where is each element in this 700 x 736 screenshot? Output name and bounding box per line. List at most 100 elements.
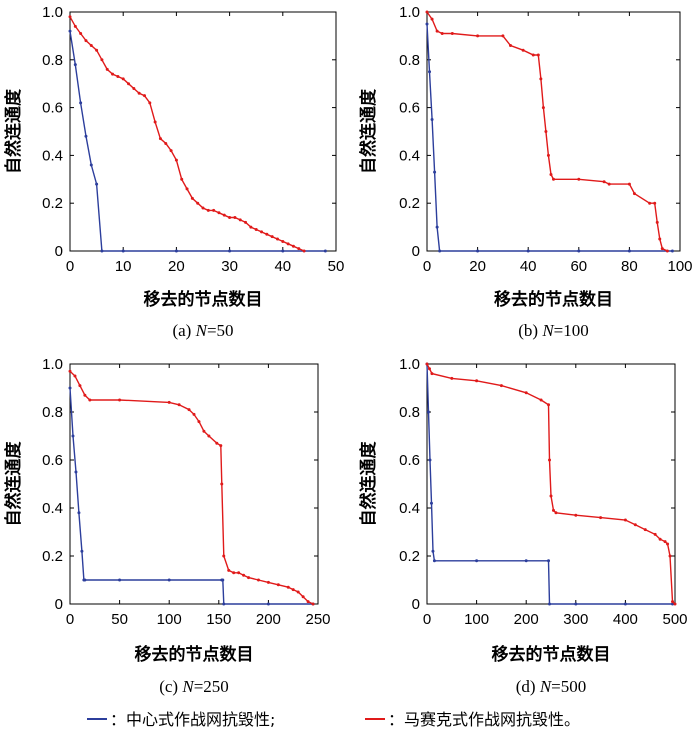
data-point-centralized <box>100 249 104 253</box>
y-tick-label: 0 <box>412 243 420 260</box>
data-point-mosaic <box>301 595 305 599</box>
data-point-mosaic <box>222 554 226 558</box>
data-point-mosaic <box>105 67 109 71</box>
x-tick-label: 60 <box>570 258 587 275</box>
data-point-mosaic <box>541 106 545 110</box>
panel-n-value: =100 <box>554 321 589 340</box>
series-line-centralized <box>426 363 673 605</box>
panel-n-value: =500 <box>551 677 586 696</box>
data-point-mosaic <box>574 513 578 517</box>
data-point-mosaic <box>201 206 205 210</box>
data-point-mosaic <box>153 120 157 124</box>
x-tick-label: 250 <box>305 611 330 628</box>
data-point-mosaic <box>127 82 131 86</box>
y-tick-label: 0.6 <box>42 452 63 469</box>
data-point-mosaic <box>212 208 216 212</box>
data-point-centralized <box>526 249 530 253</box>
panel-n-value: =250 <box>194 677 229 696</box>
series-line-mosaic <box>69 16 305 252</box>
x-tick-label: 50 <box>328 258 345 275</box>
data-point-mosaic <box>249 225 253 229</box>
data-point-centralized <box>281 249 285 253</box>
data-point-centralized <box>79 101 83 105</box>
data-point-centralized <box>476 249 480 253</box>
data-point-centralized <box>431 549 435 553</box>
data-point-mosaic <box>501 34 505 38</box>
data-point-mosaic <box>137 91 141 95</box>
data-point-mosaic <box>671 600 675 604</box>
data-point-mosaic <box>440 32 444 36</box>
data-point-centralized <box>428 458 432 462</box>
y-tick-label: 0 <box>412 596 420 613</box>
data-point-centralized <box>121 249 125 253</box>
data-point-mosaic <box>311 602 315 606</box>
data-point-mosaic <box>425 10 429 14</box>
panel-n-value: =50 <box>207 321 234 340</box>
panel-letter: (c) <box>159 677 178 696</box>
data-point-centralized <box>574 602 578 606</box>
y-tick-label: 0 <box>55 243 63 260</box>
data-point-mosaic <box>427 367 431 371</box>
data-point-mosaic <box>544 130 548 133</box>
data-point-mosaic <box>89 43 93 47</box>
data-point-mosaic <box>552 177 555 181</box>
data-point-mosaic <box>177 403 181 407</box>
data-point-mosaic <box>84 39 88 43</box>
x-tick-label: 20 <box>168 258 185 275</box>
data-point-mosaic <box>215 441 219 445</box>
panel-caption: (c) N=250 <box>159 677 229 696</box>
y-tick-label: 1.0 <box>42 356 63 373</box>
data-point-centralized <box>433 170 437 174</box>
y-tick-label: 0.8 <box>399 52 420 69</box>
x-tick-label: 400 <box>613 611 638 628</box>
chart-panel-4: 0 100 200 300 400 500 0 0.2 0.4 0.6 0.8 1.0 移去的节点数目 自… <box>358 356 688 696</box>
data-point-mosaic <box>549 173 553 177</box>
data-point-mosaic <box>430 372 434 376</box>
data-point-mosaic <box>668 554 672 558</box>
data-point-mosaic <box>666 542 670 546</box>
data-point-centralized <box>118 578 122 582</box>
data-point-mosaic <box>430 17 434 21</box>
data-point-mosaic <box>192 412 196 416</box>
data-point-mosaic <box>187 408 191 412</box>
data-point-centralized <box>71 434 75 438</box>
y-tick-label: 0.8 <box>42 404 63 421</box>
y-tick-label: 0.8 <box>42 52 63 69</box>
y-tick-label: 0.2 <box>399 195 420 212</box>
data-point-mosaic <box>270 235 274 239</box>
data-point-mosaic <box>68 15 72 19</box>
panel-caption: (a) N=50 <box>172 321 233 340</box>
data-point-mosaic <box>539 77 543 81</box>
x-tick-label: 0 <box>423 258 431 275</box>
data-point-mosaic <box>242 573 246 577</box>
data-point-mosaic <box>68 369 72 373</box>
data-point-mosaic <box>95 48 99 52</box>
x-tick-label: 100 <box>667 258 692 275</box>
data-point-centralized <box>548 602 552 606</box>
panel-letter: (a) <box>172 321 191 340</box>
data-point-mosaic <box>632 192 636 196</box>
data-point-mosaic <box>148 101 152 105</box>
series-line-mosaic <box>426 363 676 605</box>
data-point-mosaic <box>100 58 104 62</box>
y-axis-title: 自然连通度 <box>3 441 24 527</box>
data-point-mosaic <box>547 403 551 407</box>
y-tick-label: 0.2 <box>42 548 63 565</box>
data-point-mosaic <box>302 249 306 253</box>
data-point-mosaic <box>623 518 627 522</box>
x-tick-label: 150 <box>206 611 231 628</box>
data-point-mosaic <box>476 34 480 38</box>
data-point-centralized <box>435 225 439 229</box>
data-point-mosaic <box>79 32 83 36</box>
data-point-mosaic <box>524 391 528 395</box>
data-point-centralized <box>228 249 232 253</box>
data-point-mosaic <box>602 180 606 184</box>
data-point-centralized <box>95 182 99 186</box>
data-point-mosaic <box>291 588 295 592</box>
data-point-mosaic <box>217 211 221 215</box>
data-point-mosaic <box>275 237 279 241</box>
x-tick-label: 80 <box>621 258 638 275</box>
panel-caption: (b) N=100 <box>518 321 589 340</box>
data-point-centralized <box>429 501 433 505</box>
plot-frame <box>426 11 681 252</box>
